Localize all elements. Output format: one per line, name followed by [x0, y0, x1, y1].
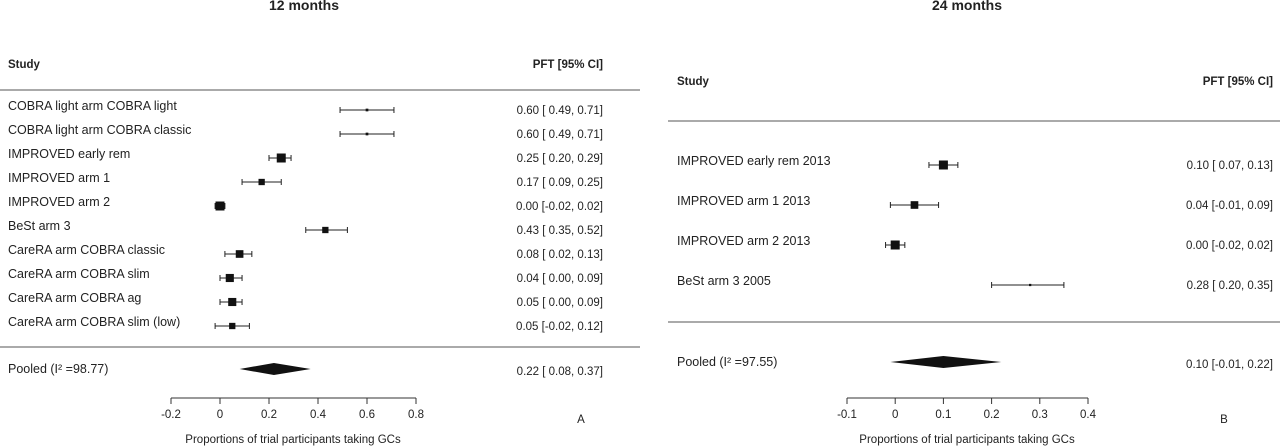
study-label: IMPROVED early rem 2013 [677, 154, 831, 168]
point-estimate-square [258, 178, 265, 186]
point-estimate-square [890, 240, 900, 250]
study-row: IMPROVED early rem 2013 0.10 [ 0.07, 0.13… [677, 154, 1273, 172]
estimate-text: 0.25 [ 0.20, 0.29] [517, 153, 603, 165]
x-axis-label: Proportions of trial participants taking… [185, 434, 401, 446]
study-row: BeSt arm 3 0.43 [ 0.35, 0.52] [8, 219, 603, 237]
study-label: IMPROVED arm 1 2013 [677, 194, 810, 208]
point-estimate-square [1029, 283, 1032, 287]
pooled-row: Pooled (I² =98.77) 0.22 [ 0.08, 0.37] [8, 362, 603, 378]
study-row: COBRA light arm COBRA light 0.60 [ 0.49, … [8, 99, 603, 117]
study-label: IMPROVED early rem [8, 147, 130, 161]
estimate-text: 0.05 [-0.02, 0.12] [516, 321, 603, 333]
x-tick-label: 0.8 [408, 409, 424, 421]
pooled-label: Pooled (I² =97.55) [677, 355, 777, 369]
x-tick-label: 0.4 [1080, 409, 1097, 421]
point-estimate-square [365, 132, 369, 136]
x-tick-label: 0.3 [1032, 409, 1048, 421]
panel-letter: A [577, 414, 585, 426]
study-label: BeSt arm 3 [8, 219, 71, 233]
x-tick-label: 0 [892, 409, 898, 421]
point-estimate-square [322, 226, 329, 234]
estimate-text: 0.60 [ 0.49, 0.71] [517, 129, 603, 141]
estimate-column-header: PFT [95% CI] [533, 59, 603, 71]
estimate-text: 0.43 [ 0.35, 0.52] [517, 225, 603, 237]
estimate-text: 0.00 [-0.02, 0.02] [1186, 240, 1273, 252]
study-column-header: Study [8, 59, 41, 71]
estimate-text: 0.04 [ 0.00, 0.09] [517, 273, 603, 285]
point-estimate-square [365, 108, 369, 112]
estimate-text: 0.17 [ 0.09, 0.25] [517, 177, 603, 189]
x-tick-label: 0.6 [359, 409, 375, 421]
x-axis: -0.2 0 0.2 0.4 0.6 0.8 [161, 397, 424, 421]
study-row: COBRA light arm COBRA classic 0.60 [ 0.49… [8, 123, 603, 141]
study-row: IMPROVED arm 1 2013 0.04 [-0.01, 0.09] [677, 194, 1273, 212]
estimate-text: 0.04 [-0.01, 0.09] [1186, 200, 1273, 212]
study-label: CareRA arm COBRA slim [8, 267, 150, 281]
estimate-text: 0.08 [ 0.02, 0.13] [517, 249, 603, 261]
pooled-diamond [890, 356, 1002, 368]
point-estimate-square [215, 201, 225, 211]
panel-title: 12 months [269, 0, 339, 13]
point-estimate-square [938, 160, 948, 170]
study-row: IMPROVED arm 2 2013 0.00 [-0.02, 0.02] [677, 234, 1273, 252]
x-tick-label: 0 [217, 409, 223, 421]
study-label: CareRA arm COBRA ag [8, 291, 141, 305]
study-row: CareRA arm COBRA ag 0.05 [ 0.00, 0.09] [8, 291, 603, 309]
forest-panel-2: 24 months Study PFT [95% CI] IMPROVED early… [668, 0, 1280, 446]
study-row: CareRA arm COBRA slim 0.04 [ 0.00, 0.09] [8, 267, 603, 285]
x-tick-label: 0.2 [984, 409, 1000, 421]
study-label: CareRA arm COBRA classic [8, 243, 165, 257]
x-tick-label: -0.2 [161, 409, 181, 421]
estimate-text: 0.00 [-0.02, 0.02] [516, 201, 603, 213]
estimate-text: 0.05 [ 0.00, 0.09] [517, 297, 603, 309]
pooled-diamond [239, 363, 311, 375]
estimate-column-header: PFT [95% CI] [1203, 76, 1273, 88]
study-row: CareRA arm COBRA slim (low) 0.05 [-0.02, … [8, 315, 603, 333]
pooled-label: Pooled (I² =98.77) [8, 362, 108, 376]
study-row: IMPROVED arm 2 0.00 [-0.02, 0.02] [8, 195, 603, 213]
point-estimate-square [228, 297, 237, 307]
study-row: BeSt arm 3 2005 0.28 [ 0.20, 0.35] [677, 274, 1273, 292]
study-label: IMPROVED arm 2 2013 [677, 234, 810, 248]
point-estimate-square [229, 322, 236, 330]
study-row: CareRA arm COBRA classic 0.08 [ 0.02, 0.1… [8, 243, 603, 261]
x-tick-label: 0.1 [935, 409, 951, 421]
x-axis: -0.1 0 0.1 0.2 0.3 0.4 [837, 397, 1097, 421]
study-label: COBRA light arm COBRA light [8, 99, 177, 113]
study-label: COBRA light arm COBRA classic [8, 123, 191, 137]
point-estimate-square [235, 250, 244, 258]
pooled-estimate-text: 0.22 [ 0.08, 0.37] [517, 366, 603, 378]
forest-panel-1: 12 months Study PFT [95% CI] COBRA light ar… [0, 0, 640, 446]
point-estimate-square [910, 201, 919, 209]
estimate-text: 0.60 [ 0.49, 0.71] [517, 105, 603, 117]
x-tick-label: 0.2 [261, 409, 277, 421]
study-label: IMPROVED arm 2 [8, 195, 110, 209]
panel-title: 24 months [932, 0, 1002, 13]
point-estimate-square [225, 273, 234, 283]
study-row: IMPROVED early rem 0.25 [ 0.20, 0.29] [8, 147, 603, 165]
study-label: IMPROVED arm 1 [8, 171, 110, 185]
x-tick-label: 0.4 [310, 409, 327, 421]
estimate-text: 0.28 [ 0.20, 0.35] [1187, 280, 1273, 292]
study-label: CareRA arm COBRA slim (low) [8, 315, 180, 329]
pooled-estimate-text: 0.10 [-0.01, 0.22] [1186, 359, 1273, 371]
estimate-text: 0.10 [ 0.07, 0.13] [1187, 160, 1273, 172]
study-column-header: Study [677, 76, 710, 88]
study-label: BeSt arm 3 2005 [677, 274, 771, 288]
study-row: IMPROVED arm 1 0.17 [ 0.09, 0.25] [8, 171, 603, 189]
pooled-row: Pooled (I² =97.55) 0.10 [-0.01, 0.22] [677, 355, 1273, 371]
x-tick-label: -0.1 [837, 409, 857, 421]
point-estimate-square [276, 153, 286, 163]
panel-letter: B [1220, 414, 1228, 426]
x-axis-label: Proportions of trial participants taking… [859, 434, 1075, 446]
